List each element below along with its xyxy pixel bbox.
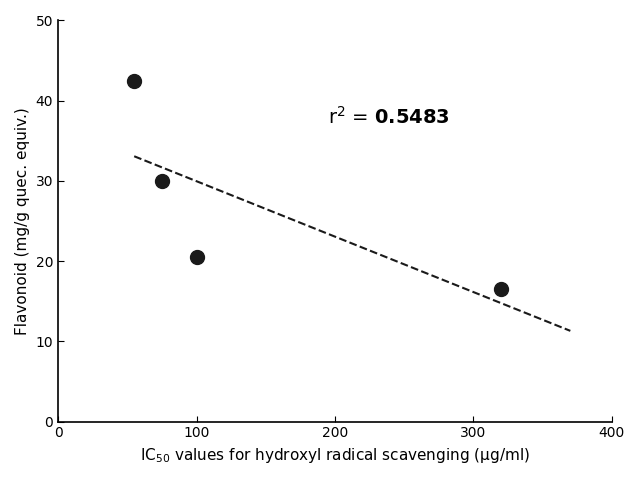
Point <box>129 77 140 84</box>
Point <box>191 253 202 261</box>
Point <box>157 177 167 185</box>
X-axis label: IC$_{50}$ values for hydroxyl radical scavenging (μg/ml): IC$_{50}$ values for hydroxyl radical sc… <box>140 446 530 465</box>
Y-axis label: Flavonoid (mg/g quec. equiv.): Flavonoid (mg/g quec. equiv.) <box>15 107 30 335</box>
Text: r$^2$ = $\bf{0.5483}$: r$^2$ = $\bf{0.5483}$ <box>328 106 450 128</box>
Point <box>496 286 506 293</box>
